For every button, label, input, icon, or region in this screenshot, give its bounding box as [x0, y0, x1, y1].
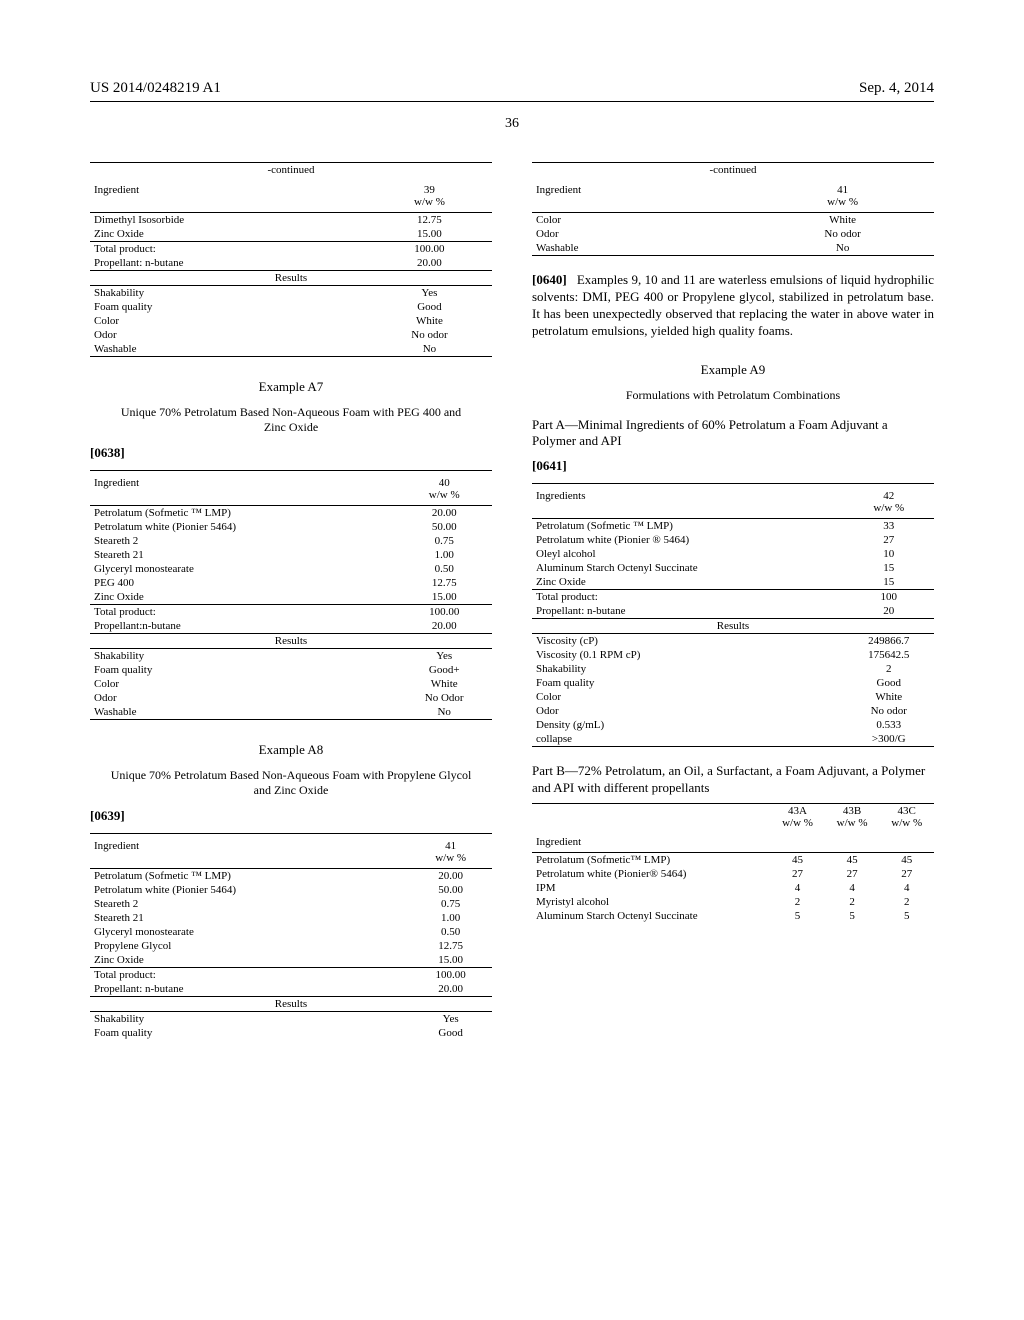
part-b-label: Part B—72% Petrolatum, an Oil, a Surfact…	[532, 763, 934, 797]
results-label: Results	[90, 633, 492, 648]
example-a7-subtitle: Unique 70% Petrolatum Based Non-Aqueous …	[110, 405, 472, 435]
continued-label: -continued	[90, 163, 492, 179]
continued-label: -continued	[532, 163, 934, 179]
left-column: -continued Ingredient 39w/w % Dimethyl I…	[90, 162, 492, 1056]
header-rule	[90, 101, 934, 102]
col-ingredient: Ingredient	[90, 178, 367, 213]
table-43: 43Aw/w % 43Bw/w % 43Cw/w % Ingredient Pe…	[532, 803, 934, 923]
table-40: Ingredient 40w/w % Petrolatum (Sofmetic …	[90, 470, 492, 720]
part-a-label: Part A—Minimal Ingredients of 60% Petrol…	[532, 417, 934, 451]
para-0638: [0638]	[90, 445, 492, 462]
para-0640: [0640] Examples 9, 10 and 11 are waterle…	[532, 272, 934, 340]
doc-date: Sep. 4, 2014	[859, 80, 934, 97]
col-ingredient: Ingredient	[90, 470, 396, 505]
example-a9-title: Example A9	[532, 362, 934, 378]
col-ingredient: Ingredient	[90, 833, 409, 868]
col-ingredients: Ingredients	[532, 484, 844, 519]
table-41-part1: Ingredient 41w/w % Petrolatum (Sofmetic …	[90, 833, 492, 1040]
table-42: Ingredients 42w/w % Petrolatum (Sofmetic…	[532, 483, 934, 747]
results-label: Results	[532, 619, 934, 634]
running-header: US 2014/0248219 A1 Sep. 4, 2014	[90, 80, 934, 97]
doc-number: US 2014/0248219 A1	[90, 80, 221, 97]
page-number: 36	[90, 116, 934, 132]
table-41-continued: -continued Ingredient 41w/w % ColorWhite…	[532, 162, 934, 256]
example-a9-subtitle: Formulations with Petrolatum Combination…	[552, 388, 914, 403]
col-ingredient: Ingredient	[532, 178, 751, 213]
two-column-layout: -continued Ingredient 39w/w % Dimethyl I…	[90, 162, 934, 1056]
right-column: -continued Ingredient 41w/w % ColorWhite…	[532, 162, 934, 1056]
para-0639: [0639]	[90, 808, 492, 825]
example-a8-subtitle: Unique 70% Petrolatum Based Non-Aqueous …	[110, 768, 472, 798]
example-a8-title: Example A8	[90, 742, 492, 758]
para-0641: [0641]	[532, 458, 934, 475]
col-ingredient: Ingredient	[532, 830, 770, 853]
example-a7-title: Example A7	[90, 379, 492, 395]
results-label: Results	[90, 271, 492, 286]
page: US 2014/0248219 A1 Sep. 4, 2014 36 -cont…	[0, 0, 1024, 1096]
table-39-continued: -continued Ingredient 39w/w % Dimethyl I…	[90, 162, 492, 357]
results-label: Results	[90, 996, 492, 1011]
